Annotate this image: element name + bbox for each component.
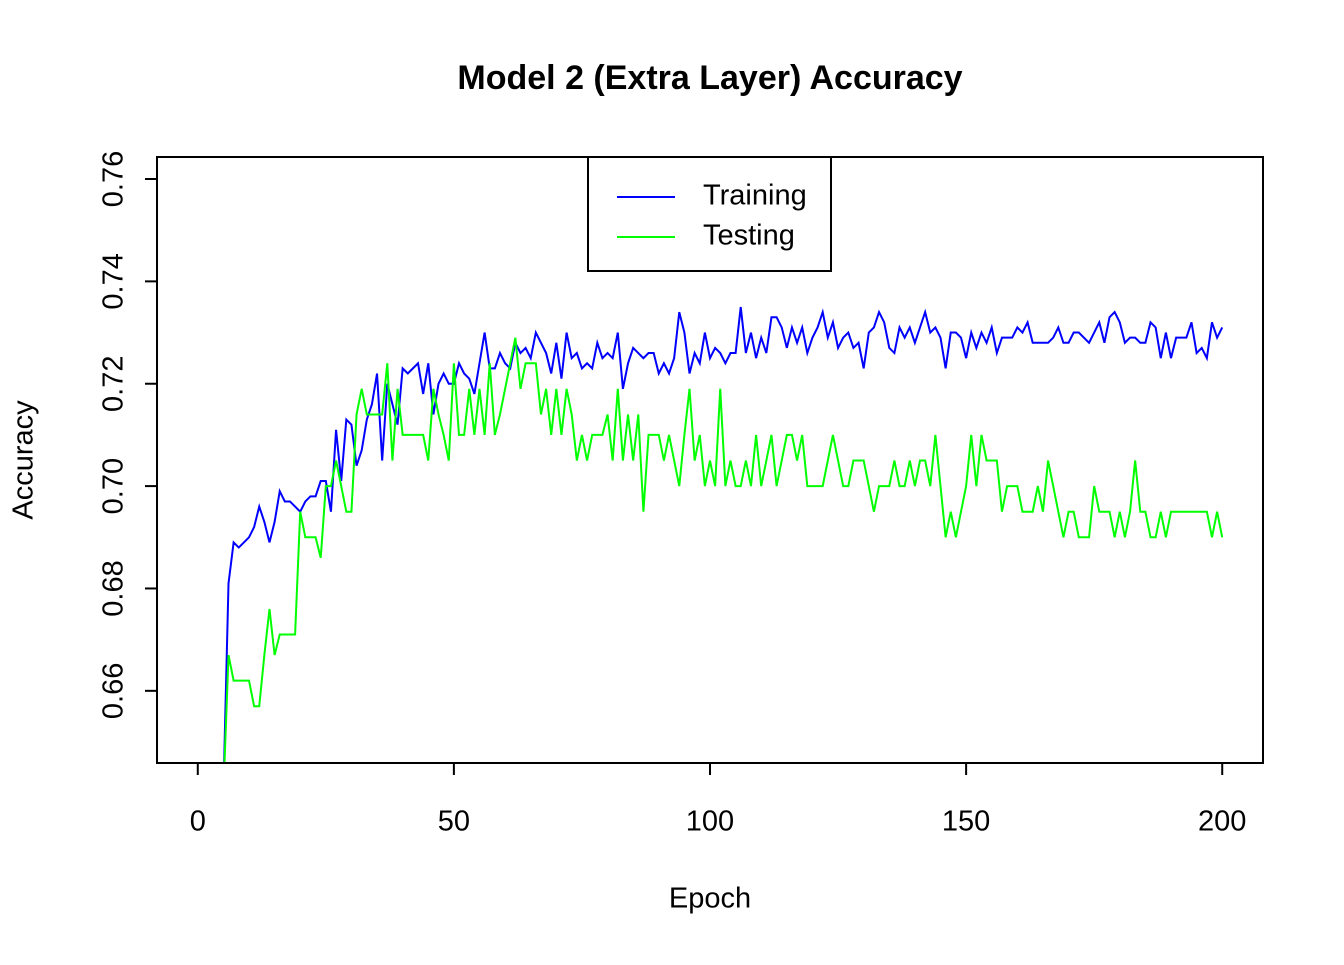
y-tick-label: 0.76 (98, 151, 130, 207)
y-tick-label: 0.70 (98, 458, 130, 514)
y-tick-label: 0.66 (98, 663, 130, 719)
x-tick-label: 100 (686, 806, 734, 838)
x-axis-label: Epoch (669, 883, 751, 915)
x-tick-label: 50 (438, 806, 470, 838)
plot-area (223, 306, 1224, 763)
series-line (223, 337, 1224, 763)
x-tick-label: 150 (942, 806, 990, 838)
chart-title: Model 2 (Extra Layer) Accuracy (457, 59, 962, 97)
x-tick-label: 0 (190, 806, 206, 838)
y-tick-label: 0.72 (98, 356, 130, 412)
x-tick-label: 200 (1198, 806, 1246, 838)
legend-label: Testing (703, 220, 795, 252)
legend-box (587, 156, 832, 272)
series-line (223, 306, 1224, 763)
legend-label: Training (703, 180, 807, 212)
y-axis-label: Accuracy (8, 400, 40, 520)
y-tick-label: 0.68 (98, 560, 130, 616)
y-tick-label: 0.74 (98, 253, 130, 309)
